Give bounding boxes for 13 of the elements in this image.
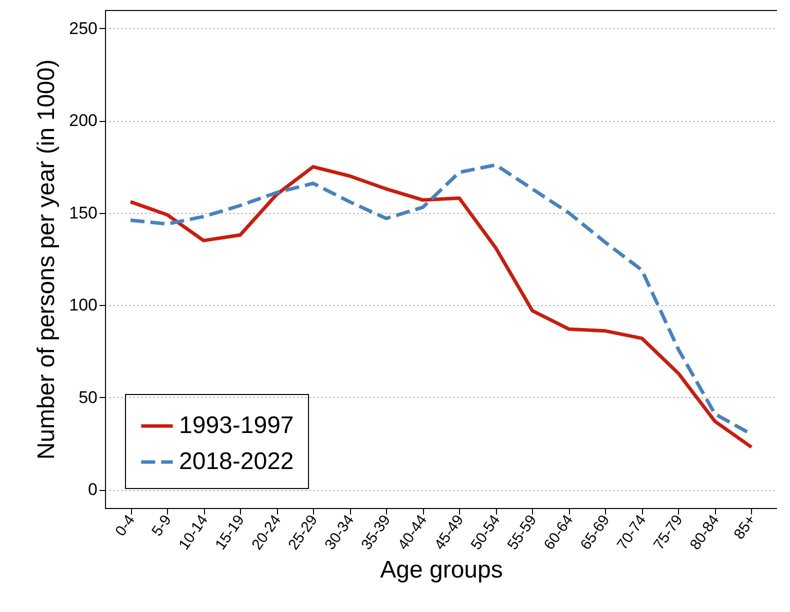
y-tick-label: 200: [69, 111, 98, 130]
y-tick-label: 50: [78, 388, 98, 407]
y-tick-label: 250: [69, 18, 98, 38]
x-tick-label: 5-9: [148, 512, 175, 540]
x-tick-label: 0-4: [112, 512, 138, 540]
legend-label: 1993-1997: [179, 412, 294, 439]
y-tick-label: 100: [69, 296, 98, 315]
x-tick-label: 85+: [730, 512, 760, 543]
y-tick-label: 150: [69, 203, 98, 222]
y-tick-label: 0: [88, 480, 98, 500]
x-axis-title: Age groups: [380, 556, 503, 584]
legend-label: 2018-2022: [179, 448, 294, 475]
y-axis-title: Number of persons per year (in 1000): [33, 59, 60, 460]
